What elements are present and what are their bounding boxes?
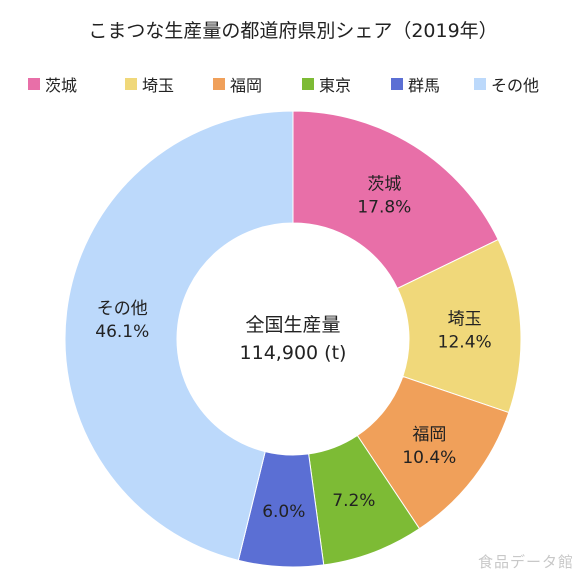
slice-label-fukuoka: 福岡 10.4% (402, 425, 456, 468)
legend-label: 埼玉 (142, 76, 175, 95)
legend-item-tokyo: 東京 (302, 72, 351, 96)
legend-label: 群馬 (408, 76, 441, 95)
chart-title: こまつな生産量の都道府県別シェア（2019年） (88, 20, 498, 42)
slice-category-label: その他 (97, 299, 148, 319)
legend-label: 東京 (319, 76, 352, 95)
legend-swatch (302, 78, 314, 90)
slice-label-saitama: 埼玉 12.4% (438, 309, 492, 352)
legend-label: 茨城 (45, 76, 78, 95)
slice-other (64, 110, 294, 561)
slice-value-label: 10.4% (402, 448, 456, 468)
legend-item-gunma: 群馬 (391, 72, 440, 96)
legend-label: 福岡 (230, 76, 263, 95)
slice-label-other: その他 46.1% (95, 299, 149, 342)
slice-label-ibaraki: 茨城 17.8% (357, 174, 411, 217)
legend-item-ibaraki: 茨城 (28, 72, 77, 96)
slice-category-label: 埼玉 (448, 309, 482, 329)
center-label: 全国生産量 (245, 314, 340, 336)
legend-swatch (125, 78, 137, 90)
legend-label: その他 (491, 76, 540, 95)
legend-item-fukuoka: 福岡 (213, 72, 262, 96)
slice-value-label: 12.4% (438, 332, 492, 352)
legend-swatch (474, 78, 486, 90)
center-value: 114,900 (t) (240, 342, 347, 364)
legend-swatch (213, 78, 225, 90)
watermark: 食品データ館 (477, 553, 574, 571)
slice-category-label: 茨城 (367, 174, 401, 194)
slice-label-tokyo: 7.2% (332, 491, 375, 511)
slice-ibaraki (292, 110, 499, 290)
slice-value-label: 17.8% (357, 197, 411, 217)
slice-value-label: 46.1% (95, 322, 149, 342)
legend: 茨城 埼玉 福岡 東京 群馬 その他 (0, 72, 586, 96)
slice-category-label: 福岡 (412, 425, 446, 445)
legend-swatch (391, 78, 403, 90)
slice-label-gunma: 6.0% (262, 502, 305, 522)
legend-item-other: その他 (474, 72, 539, 96)
legend-item-saitama: 埼玉 (125, 72, 174, 96)
legend-swatch (28, 78, 40, 90)
